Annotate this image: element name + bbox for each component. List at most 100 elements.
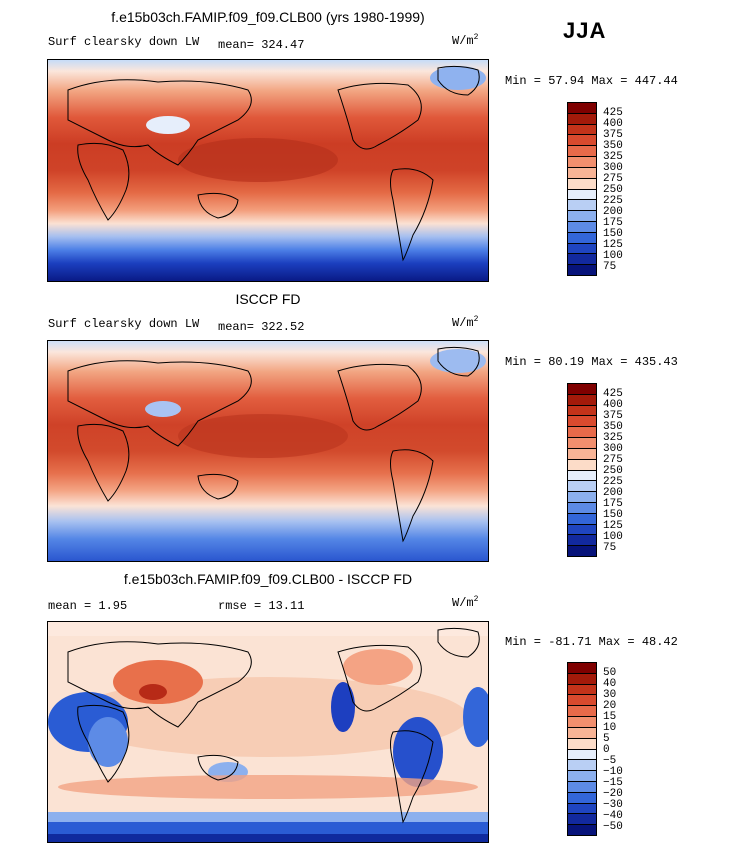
cbar1-label: 350 bbox=[603, 140, 623, 152]
cbar2-swatch bbox=[568, 405, 596, 417]
cbar1-label: 275 bbox=[603, 173, 623, 185]
cbar1-swatch bbox=[568, 113, 596, 125]
panel3-units: W/m2 bbox=[452, 595, 479, 610]
cbar3-label: −50 bbox=[603, 821, 623, 833]
cbar1-swatch bbox=[568, 211, 596, 222]
cbar3-swatch bbox=[568, 738, 596, 750]
cbar1-swatch bbox=[568, 146, 596, 158]
cbar2-label: 325 bbox=[603, 432, 623, 444]
cbar3-label: 10 bbox=[603, 722, 617, 734]
cbar3-swatch bbox=[568, 717, 596, 728]
cbar1-label: 75 bbox=[603, 261, 617, 273]
cbar2-swatch bbox=[568, 546, 596, 556]
cbar1-label: 225 bbox=[603, 195, 623, 207]
cbar2-swatch bbox=[568, 416, 596, 428]
cbar1-swatch bbox=[568, 189, 596, 201]
cbar2-label: 275 bbox=[603, 454, 623, 466]
cbar3-swatch bbox=[568, 663, 596, 674]
cbar2-label: 425 bbox=[603, 388, 623, 400]
cbar1-label: 400 bbox=[603, 118, 623, 130]
cbar1-label: 300 bbox=[603, 162, 623, 174]
cbar1-label: 125 bbox=[603, 239, 623, 251]
panel2-mean: mean= 322.52 bbox=[218, 320, 305, 334]
cbar3-label: −20 bbox=[603, 788, 623, 800]
cbar1-label: 175 bbox=[603, 217, 623, 229]
panel1-colorbar bbox=[567, 102, 597, 276]
panel3-mean: mean = 1.95 bbox=[48, 599, 128, 613]
cbar3-swatch bbox=[568, 792, 596, 804]
cbar2-swatch bbox=[568, 502, 596, 514]
panel1-title: f.e15b03ch.FAMIP.f09_f09.CLB00 (yrs 1980… bbox=[111, 9, 425, 25]
panel2-units: W/m2 bbox=[452, 315, 479, 330]
cbar1-label: 100 bbox=[603, 250, 623, 262]
cbar3-swatch bbox=[568, 760, 596, 772]
cbar2-swatch bbox=[568, 394, 596, 406]
panel3-map bbox=[47, 621, 489, 843]
cbar1-label: 375 bbox=[603, 129, 623, 141]
cbar1-swatch bbox=[568, 221, 596, 233]
panel1-map-svg bbox=[48, 60, 488, 281]
cbar1-swatch bbox=[568, 254, 596, 266]
panel2-minmax: Min = 80.19 Max = 435.43 bbox=[505, 355, 678, 369]
panel3-rmse: rmse = 13.11 bbox=[218, 599, 305, 613]
panel3-colorbar bbox=[567, 662, 597, 836]
cbar1-swatch bbox=[568, 157, 596, 168]
cbar3-swatch bbox=[568, 684, 596, 696]
cbar2-label: 100 bbox=[603, 531, 623, 543]
cbar3-swatch bbox=[568, 781, 596, 793]
panel1-map bbox=[47, 59, 489, 282]
panel3-minmax: Min = -81.71 Max = 48.42 bbox=[505, 635, 678, 649]
panel2-colorbar bbox=[567, 383, 597, 557]
cbar2-label: 375 bbox=[603, 410, 623, 422]
cbar3-label: 40 bbox=[603, 678, 617, 690]
panel1-minmax: Min = 57.94 Max = 447.44 bbox=[505, 74, 678, 88]
cbar3-label: −10 bbox=[603, 766, 623, 778]
cbar3-swatch bbox=[568, 771, 596, 782]
panel2-map-svg bbox=[48, 341, 488, 561]
cbar2-swatch bbox=[568, 481, 596, 493]
cbar1-label: 325 bbox=[603, 151, 623, 163]
panel3-title: f.e15b03ch.FAMIP.f09_f09.CLB00 - ISCCP F… bbox=[123, 571, 413, 587]
cbar1-swatch bbox=[568, 167, 596, 179]
panel1-mean: mean= 324.47 bbox=[218, 38, 305, 52]
cbar3-label: 0 bbox=[603, 744, 610, 756]
cbar3-swatch bbox=[568, 803, 596, 815]
cbar1-swatch bbox=[568, 232, 596, 244]
cbar2-label: 175 bbox=[603, 498, 623, 510]
cbar1-label: 250 bbox=[603, 184, 623, 196]
cbar2-swatch bbox=[568, 448, 596, 460]
cbar1-swatch bbox=[568, 243, 596, 255]
cbar2-swatch bbox=[568, 459, 596, 471]
panel2-variable: Surf clearsky down LW bbox=[48, 317, 200, 331]
cbar2-label: 225 bbox=[603, 476, 623, 488]
cbar2-swatch bbox=[568, 427, 596, 439]
cbar3-label: 50 bbox=[603, 667, 617, 679]
cbar3-label: 30 bbox=[603, 689, 617, 701]
panel2-colorbar-labels: 425 400 375 350 325 300 275 250 225 200 … bbox=[603, 383, 643, 557]
cbar2-swatch bbox=[568, 470, 596, 482]
cbar2-swatch bbox=[568, 524, 596, 536]
cbar2-label: 400 bbox=[603, 399, 623, 411]
cbar1-label: 150 bbox=[603, 228, 623, 240]
cbar3-swatch bbox=[568, 749, 596, 761]
cbar2-label: 250 bbox=[603, 465, 623, 477]
cbar3-label: −15 bbox=[603, 777, 623, 789]
panel2-map bbox=[47, 340, 489, 562]
cbar1-swatch bbox=[568, 135, 596, 147]
panel2-title: ISCCP FD bbox=[235, 291, 301, 307]
cbar1-label: 425 bbox=[603, 107, 623, 119]
panel1-units: W/m2 bbox=[452, 33, 479, 48]
panel1-variable: Surf clearsky down LW bbox=[48, 35, 200, 49]
cbar1-swatch bbox=[568, 265, 596, 275]
cbar1-label: 200 bbox=[603, 206, 623, 218]
cbar2-label: 125 bbox=[603, 520, 623, 532]
cbar2-swatch bbox=[568, 438, 596, 449]
season-label: JJA bbox=[563, 18, 607, 43]
cbar2-swatch bbox=[568, 492, 596, 503]
cbar1-swatch bbox=[568, 103, 596, 114]
cbar2-label: 300 bbox=[603, 443, 623, 455]
cbar3-label: 5 bbox=[603, 733, 610, 745]
cbar3-label: −5 bbox=[603, 755, 617, 767]
cbar3-label: 15 bbox=[603, 711, 617, 723]
cbar3-swatch bbox=[568, 727, 596, 739]
